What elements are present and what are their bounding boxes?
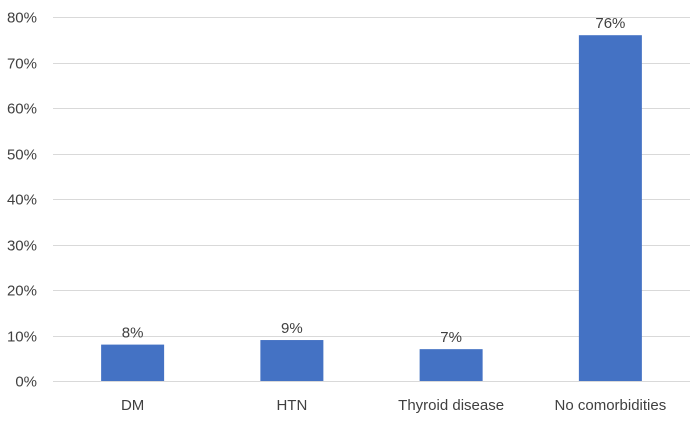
data-label: 8% [122, 325, 144, 342]
y-tick-label: 80% [7, 10, 37, 27]
bar-dm [101, 344, 165, 381]
y-tick-label: 20% [7, 283, 37, 300]
x-axis-category-labels: DM HTN Thyroid disease No comorbidities [121, 397, 666, 414]
y-tick-label: 70% [7, 56, 37, 73]
bar-thyroid-disease [419, 349, 483, 381]
x-category-label: HTN [276, 397, 307, 414]
y-tick-label: 50% [7, 147, 37, 164]
data-label: 7% [440, 329, 462, 346]
gridlines [53, 17, 690, 382]
y-tick-label: 10% [7, 329, 37, 346]
x-category-label: No comorbidities [555, 397, 667, 414]
y-tick-label: 30% [7, 238, 37, 255]
y-tick-label: 60% [7, 101, 37, 118]
x-category-label: Thyroid disease [398, 397, 504, 414]
bar-no-comorbidities [578, 35, 642, 381]
y-tick-label: 0% [15, 374, 37, 391]
data-labels: 8% 9% 7% 76% [122, 15, 626, 346]
data-label: 76% [595, 15, 625, 32]
bar-htn [260, 340, 324, 381]
x-category-label: DM [121, 397, 144, 414]
bars [101, 35, 642, 381]
y-axis-tick-labels: 0% 10% 20% 30% 40% 50% 60% 70% 80% [7, 10, 37, 391]
y-tick-label: 40% [7, 192, 37, 209]
data-label: 9% [281, 320, 303, 337]
